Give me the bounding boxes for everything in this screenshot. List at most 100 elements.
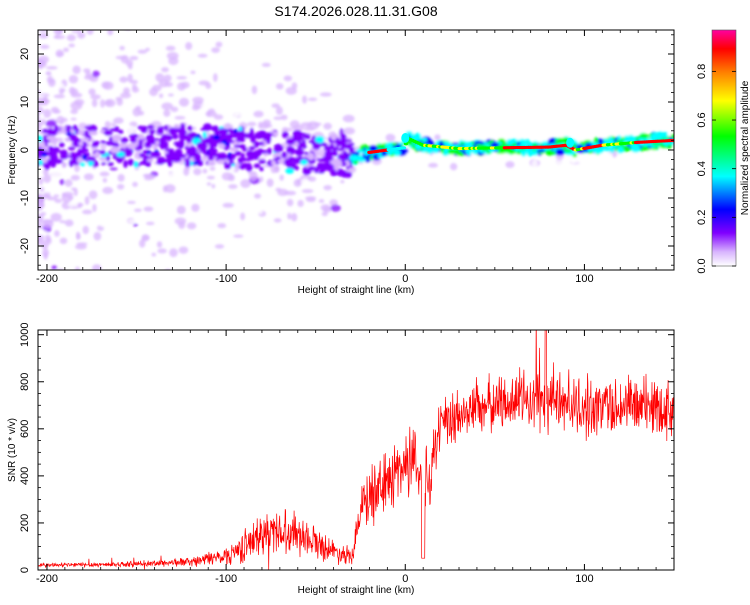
spectrogram-cell [230, 153, 236, 159]
spectrogram-cell [50, 212, 62, 222]
spectrogram-cell [227, 128, 234, 133]
spectrogram-cell [191, 126, 197, 130]
spectrogram-cell [253, 110, 264, 118]
spectrogram-cell [81, 154, 88, 161]
spectrogram-cell [293, 157, 298, 165]
spectrogram-cell [668, 121, 674, 127]
spectrogram-cell [127, 200, 136, 204]
spectrogram-cell [103, 129, 112, 136]
spectrogram-cell [38, 55, 50, 64]
spectrogram-cell [69, 135, 78, 142]
spectrogram-cell [547, 149, 553, 156]
colorbar-tick-label: 0.6 [696, 112, 708, 127]
spectrogram-cell [53, 35, 66, 40]
spectrogram-cell [110, 146, 120, 154]
spectrogram-cell [320, 142, 328, 147]
spectrogram-ytick-label: 0 [19, 147, 31, 153]
spectrogram-cell [115, 55, 128, 60]
spectrogram-cell [248, 172, 259, 181]
spectrogram-cell [88, 130, 98, 136]
spectrogram-cell [335, 137, 341, 146]
spectrogram-cell [259, 166, 264, 172]
spectrogram-cell [191, 203, 200, 212]
spectrogram-cell [111, 197, 124, 202]
spectrogram-cell [47, 150, 58, 158]
spectrogram-cell [53, 194, 60, 198]
spectrogram-cell [336, 147, 345, 152]
spectrogram-cell [228, 158, 234, 166]
spectrogram-xtick-label: -200 [36, 273, 58, 285]
spectrogram-cell [465, 155, 478, 162]
spectrogram-cell [206, 182, 212, 186]
spectrogram-cell [216, 159, 225, 165]
spectrogram-cell [291, 212, 298, 222]
spectrogram-cell [211, 183, 216, 189]
spectrogram-cell [353, 169, 365, 174]
spectrogram-cell [159, 93, 164, 99]
spectrogram-cell [67, 202, 75, 208]
spectrogram-cell [341, 142, 347, 147]
spectrogram-cell [670, 134, 674, 139]
spectrogram-cell [74, 163, 80, 173]
spectrogram-cell [221, 172, 234, 181]
spectrogram-cell [555, 160, 563, 166]
spectrogram-cell [531, 134, 542, 143]
spectrogram-cell [516, 133, 523, 141]
spectrogram-cell [617, 160, 626, 165]
spectrogram-ridge-cell [401, 146, 407, 150]
spectrogram-cell [104, 240, 112, 246]
spectrogram-cell [524, 139, 531, 145]
spectrogram-cell [257, 130, 267, 138]
spectrogram-cell [131, 84, 138, 90]
spectrogram-cell [75, 231, 81, 241]
spectrogram-cell [104, 99, 116, 108]
spectrogram-cell [88, 190, 98, 200]
spectrogram-cell [447, 148, 456, 155]
spectrogram-cell [178, 246, 189, 254]
spectrogram-cell [149, 87, 158, 97]
spectrogram-cell [142, 235, 150, 241]
spectrogram-cell [59, 220, 66, 224]
spectrogram-cell [40, 240, 49, 250]
spectrogram-cell [94, 151, 100, 159]
spectrogram-cell [98, 13, 103, 17]
spectrogram-cell [100, 140, 106, 144]
spectrogram-cell [596, 157, 602, 165]
spectrogram-cell [264, 124, 273, 128]
spectrogram-cell [102, 186, 114, 194]
spectrogram-cell [273, 218, 282, 223]
spectrogram-cell [107, 161, 114, 167]
spectrogram-cell [585, 133, 592, 142]
spectrogram-cell [606, 130, 613, 135]
spectrogram-cell [452, 158, 464, 164]
spectrogram-cell [405, 122, 412, 127]
spectrogram-cell [39, 113, 44, 121]
spectrogram-cell [48, 78, 56, 88]
spectrogram-cell [185, 42, 193, 50]
spectrogram-cell [253, 163, 261, 169]
spectrogram-cell [635, 127, 644, 133]
spectrogram-cell [464, 131, 471, 141]
spectrogram-cell [119, 148, 125, 152]
spectrogram-ytick-label: 20 [19, 48, 31, 60]
spectrogram-cell [127, 63, 133, 70]
spectrogram-cell [90, 94, 101, 100]
spectrogram-cell [47, 128, 54, 134]
spectrogram-cell [410, 134, 416, 138]
spectrogram-cell [176, 205, 186, 215]
spectrogram-cell [137, 49, 148, 54]
spectrogram-cell [275, 83, 284, 90]
spectrogram-cell [92, 203, 97, 213]
spectrogram-cell [38, 102, 44, 106]
spectrogram-cell [130, 136, 137, 143]
spectrogram-cell [136, 228, 144, 237]
spectrogram-cell [318, 199, 325, 204]
spectrogram-cell [48, 0, 56, 5]
spectrogram-cell [46, 135, 57, 141]
spectrogram-cell [312, 142, 322, 150]
spectrogram-cell [72, 65, 81, 75]
spectrogram-cell [173, 141, 180, 146]
spectrogram-cell [283, 127, 294, 132]
colorbar-tick-label: 0.4 [696, 161, 708, 176]
spectrogram-cell [162, 141, 169, 146]
